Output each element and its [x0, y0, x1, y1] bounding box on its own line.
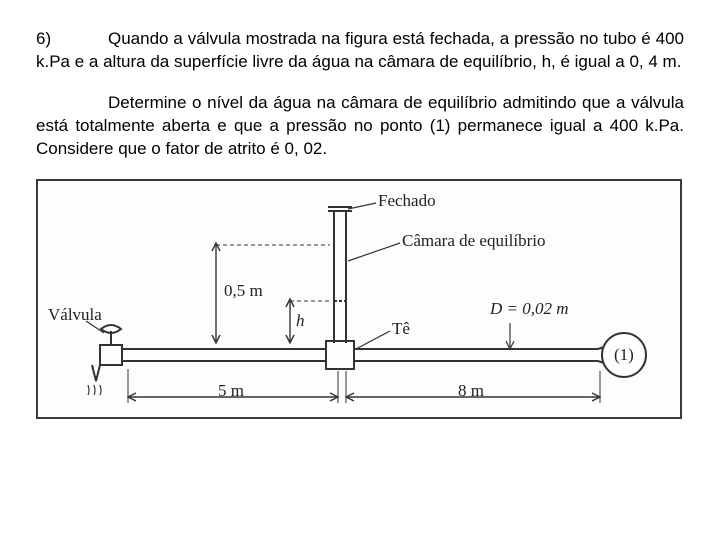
label-05m: 0,5 m: [224, 281, 263, 301]
label-pt1: (1): [614, 345, 634, 365]
problem-para-2: Determine o nível da água na câmara de e…: [36, 92, 684, 161]
question-number: 6): [36, 28, 108, 51]
label-h: h: [296, 311, 305, 331]
label-camara: Câmara de equilíbrio: [402, 231, 546, 251]
problem-para-1: 6)Quando a válvula mostrada na figura es…: [36, 28, 684, 74]
diagram-svg: [38, 181, 684, 421]
para1-text: Quando a válvula mostrada na figura está…: [36, 29, 684, 71]
label-d: D = 0,02 m: [490, 299, 569, 319]
diagram-figure: Fechado Câmara de equilíbrio Válvula 0,5…: [36, 179, 682, 419]
label-fechado: Fechado: [378, 191, 436, 211]
label-8m: 8 m: [458, 381, 484, 401]
label-5m: 5 m: [218, 381, 244, 401]
label-valvula: Válvula: [48, 305, 102, 325]
label-te: Tê: [392, 319, 410, 339]
